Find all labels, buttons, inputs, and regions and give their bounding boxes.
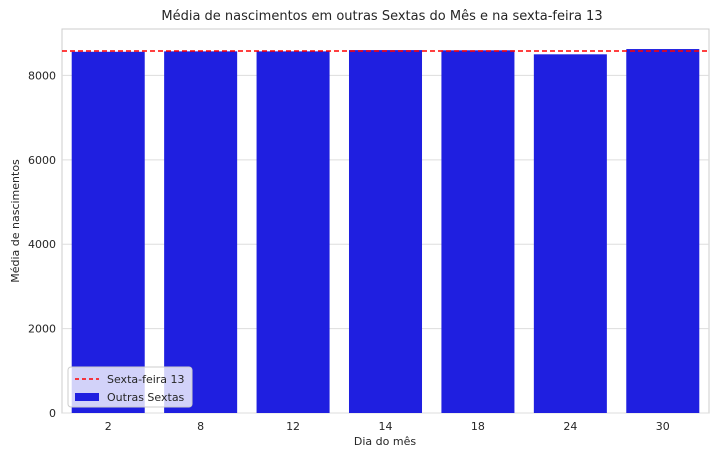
y-tick-label: 2000 bbox=[28, 323, 56, 336]
y-tick-label: 6000 bbox=[28, 154, 56, 167]
y-axis-label: Média de nascimentos bbox=[9, 159, 22, 283]
bar bbox=[164, 51, 238, 413]
bar bbox=[71, 51, 145, 414]
bar bbox=[626, 49, 700, 414]
bar bbox=[256, 51, 330, 413]
x-tick-label: 14 bbox=[379, 420, 393, 433]
bar bbox=[533, 54, 607, 414]
y-tick-label: 8000 bbox=[28, 69, 56, 82]
legend-bar-swatch bbox=[75, 393, 99, 401]
x-axis-label: Dia do mês bbox=[354, 435, 416, 448]
x-tick-label: 30 bbox=[656, 420, 670, 433]
bar bbox=[441, 50, 515, 414]
legend-label-series: Outras Sextas bbox=[107, 391, 185, 404]
chart-title: Média de nascimentos em outras Sextas do… bbox=[161, 9, 602, 24]
legend-label-reference: Sexta-feira 13 bbox=[107, 373, 185, 386]
bar bbox=[348, 50, 423, 413]
x-tick-label: 12 bbox=[286, 420, 300, 433]
x-tick-label: 2 bbox=[105, 420, 112, 433]
y-tick-label: 4000 bbox=[28, 238, 56, 251]
y-tick-labels: 0 2000 4000 6000 8000 bbox=[28, 69, 56, 420]
bars-layer bbox=[71, 49, 700, 414]
x-tick-label: 18 bbox=[471, 420, 485, 433]
legend: Sexta-feira 13 Outras Sextas bbox=[67, 366, 193, 408]
x-tick-label: 8 bbox=[197, 420, 204, 433]
x-tick-label: 24 bbox=[563, 420, 577, 433]
y-tick-label: 0 bbox=[49, 407, 56, 420]
x-tick-labels: 2 8 12 14 18 24 30 bbox=[105, 420, 670, 433]
